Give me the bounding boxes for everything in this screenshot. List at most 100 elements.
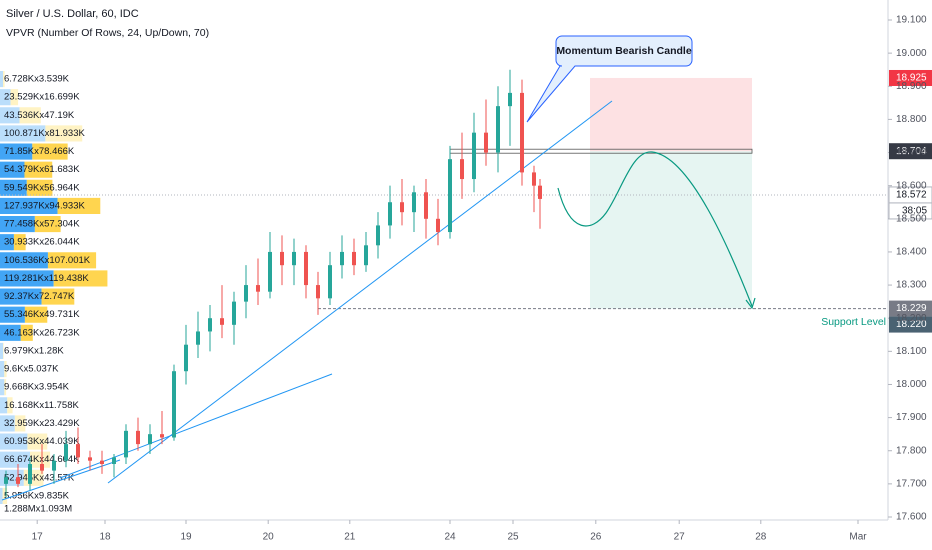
trend-line xyxy=(59,373,333,479)
y-tick-label: 17.900 xyxy=(896,412,927,423)
vpvr-up xyxy=(0,125,46,142)
vpvr-down xyxy=(7,397,13,414)
vpvr-down xyxy=(34,216,61,233)
candle-body xyxy=(100,460,104,464)
projection-curve xyxy=(557,151,753,307)
vpvr-label: 32.959Kx23.429K xyxy=(4,418,80,429)
vpvr-up xyxy=(0,179,27,196)
trend-line xyxy=(1,459,121,501)
x-tick-label: Mar xyxy=(849,532,867,543)
vpvr-up xyxy=(0,415,15,432)
candle-body xyxy=(88,457,92,461)
candle-body xyxy=(208,318,212,332)
price-label-bg xyxy=(889,143,932,160)
candle-body xyxy=(328,265,332,299)
target-zone xyxy=(590,151,752,309)
vpvr-label: 59.549Kx56.964K xyxy=(4,182,80,193)
overlay: Momentum Bearish Candle Silver / U.S. Do… xyxy=(6,8,932,333)
grid xyxy=(0,19,892,524)
candle-body xyxy=(184,344,188,372)
vpvr-up xyxy=(0,107,20,124)
vpvr-up xyxy=(0,361,5,378)
vpvr-label: 43.536Kx47.19K xyxy=(4,110,75,121)
y-tick-label: 18.500 xyxy=(896,213,927,224)
vpvr-up xyxy=(0,451,31,468)
candle-body xyxy=(520,92,524,173)
candle-body xyxy=(4,477,8,484)
candle-body xyxy=(364,245,368,266)
candle-body xyxy=(448,159,452,233)
chart-title: Silver / U.S. Dollar, 60, IDC xyxy=(6,8,139,20)
candle-body xyxy=(28,463,32,484)
y-tick-label: 18.300 xyxy=(896,280,927,291)
vpvr-label: 106.536Kx107.001K xyxy=(4,255,91,266)
vpvr-label: 30.933Kx26.044K xyxy=(4,237,80,248)
x-tick-label: 27 xyxy=(674,532,686,543)
y-tick-label: 19.000 xyxy=(896,48,927,59)
vpvr-label: 5.956Kx9.835K xyxy=(4,490,70,501)
vpvr-label: 127.937Kx94.933K xyxy=(4,200,85,211)
candles xyxy=(4,69,542,498)
vpvr-label: 52.945Kx43.57K xyxy=(4,472,75,483)
y-tick-label: 18.800 xyxy=(896,114,927,125)
y-tick-label: 17.700 xyxy=(896,479,927,490)
countdown-bg xyxy=(888,202,932,220)
candle-body xyxy=(172,371,176,438)
vpvr-down xyxy=(3,342,4,359)
candle-body xyxy=(52,460,56,471)
vpvr-up xyxy=(0,288,42,305)
y-tick-label: 18.900 xyxy=(896,81,927,92)
y-tick-label: 18.000 xyxy=(896,379,927,390)
price-label: 18.220 xyxy=(896,319,927,330)
y-tick-label: 18.200 xyxy=(896,313,927,324)
candle-body xyxy=(196,331,200,345)
x-tick-label: 24 xyxy=(444,532,456,543)
candle-body xyxy=(136,430,140,445)
vpvr-down xyxy=(19,107,41,124)
vpvr-label: 54.379Kx61.683K xyxy=(4,164,80,175)
drawings xyxy=(1,100,756,501)
candle-body xyxy=(376,225,380,246)
vpvr-down xyxy=(2,487,8,504)
vpvr-up xyxy=(0,197,58,214)
candle-body xyxy=(508,92,512,107)
vpvr-up xyxy=(0,234,14,251)
candle-body xyxy=(532,172,536,186)
vpvr-label: 77.458Kx57.304K xyxy=(4,219,80,230)
candle-body xyxy=(496,106,500,153)
x-tick-label: 25 xyxy=(507,532,519,543)
price-label: 18.229 xyxy=(896,303,927,314)
vpvr-label: 6.728Kx3.539K xyxy=(4,74,70,85)
vpvr-label: 9.668Kx3.954K xyxy=(4,382,70,393)
vpvr-down xyxy=(20,324,33,341)
candle-body xyxy=(148,434,152,445)
vpvr-up xyxy=(0,487,3,504)
candle-body xyxy=(16,477,20,484)
candle-body xyxy=(400,202,404,213)
vpvr-down xyxy=(57,197,101,214)
vpvr-up xyxy=(0,397,8,414)
y-tick-label: 18.400 xyxy=(896,247,927,258)
vpvr-up xyxy=(0,252,48,269)
y-tick-label: 18.100 xyxy=(896,346,927,357)
vpvr: 6.728Kx3.539K 23.529Kx16.699K 43.536Kx47.1… xyxy=(0,71,108,515)
candle-body xyxy=(112,457,116,464)
candle-body xyxy=(484,132,488,153)
callout-text: Momentum Bearish Candle xyxy=(556,45,692,57)
support-label: Support Level xyxy=(821,316,886,328)
vpvr-up xyxy=(0,306,25,323)
candle-body xyxy=(244,285,248,302)
vpvr-down xyxy=(4,379,7,396)
vpvr-down xyxy=(32,143,68,160)
vpvr-down xyxy=(13,234,26,251)
vpvr-label: 23.529Kx16.699K xyxy=(4,92,80,103)
candle-body xyxy=(40,463,44,471)
price-label: 18.704 xyxy=(896,146,927,157)
vpvr-label: 55.346Kx49.731K xyxy=(4,309,80,320)
x-tick-label: 26 xyxy=(590,532,602,543)
vpvr-up xyxy=(0,342,4,359)
vpvr-total: 1.288Mx1.093M xyxy=(4,504,72,515)
price-label: 18.925 xyxy=(896,73,927,84)
vpvr-label: 119.281Kx119.438K xyxy=(4,273,89,284)
